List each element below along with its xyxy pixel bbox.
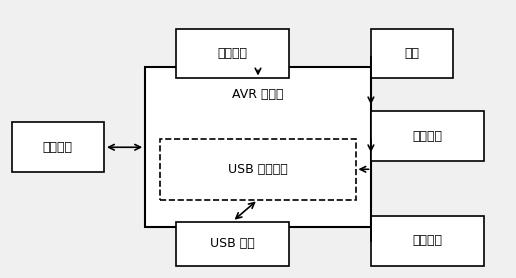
Text: 数字按键: 数字按键 (412, 234, 442, 247)
FancyBboxPatch shape (176, 29, 289, 78)
Text: 存储模块: 存储模块 (43, 141, 73, 154)
FancyBboxPatch shape (371, 111, 484, 161)
FancyBboxPatch shape (371, 216, 484, 265)
FancyBboxPatch shape (371, 29, 453, 78)
Text: 显示装置: 显示装置 (217, 47, 247, 60)
Text: USB 接口模块: USB 接口模块 (228, 163, 288, 176)
Text: 确认按键: 确认按键 (412, 130, 442, 143)
Text: AVR 单片机: AVR 单片机 (232, 88, 284, 101)
Text: USB 接口: USB 接口 (210, 237, 255, 250)
Text: 复位: 复位 (405, 47, 420, 60)
FancyBboxPatch shape (12, 123, 104, 172)
FancyBboxPatch shape (176, 222, 289, 265)
FancyBboxPatch shape (145, 68, 371, 227)
FancyBboxPatch shape (160, 139, 356, 200)
